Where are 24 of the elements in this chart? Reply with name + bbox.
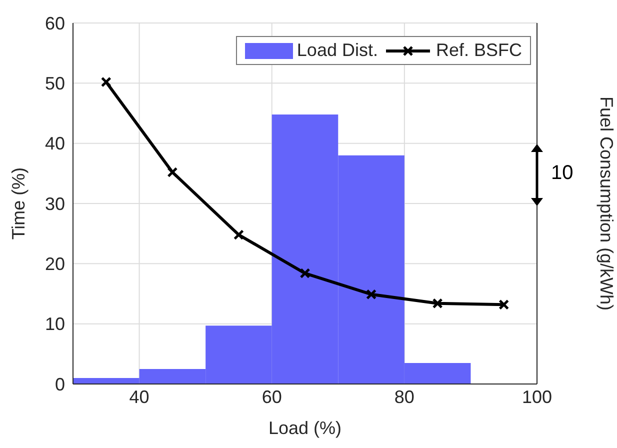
x-tick-label: 100 [522, 386, 552, 407]
point [233, 230, 244, 240]
point [100, 76, 112, 88]
y-tick-label: 0 [54, 374, 65, 394]
point [300, 268, 310, 279]
x-axis-title: Load (%) [268, 418, 342, 438]
point [432, 298, 443, 309]
x-tick-label: 60 [262, 386, 282, 407]
x-tick-label: 40 [129, 386, 150, 407]
text: 10 [551, 162, 574, 185]
point [366, 289, 377, 300]
x-tick-label: 80 [394, 386, 414, 407]
y-axis-title: Time (%) [8, 167, 28, 240]
y2-axis-title: Fuel Consumption (g/kWh) [596, 96, 617, 311]
y-tick-label: 30 [44, 194, 65, 214]
y-tick-label: 60 [44, 13, 65, 34]
y-tick-label: 40 [44, 134, 65, 154]
legend-label: Ref. BSFC [436, 40, 522, 61]
legend-label: Load Dist. [296, 40, 378, 61]
y-tick-label: 50 [44, 74, 65, 94]
point [167, 166, 178, 178]
y-tick-label: 10 [44, 314, 65, 334]
y-tick-label: 20 [44, 254, 65, 274]
point [498, 299, 510, 310]
